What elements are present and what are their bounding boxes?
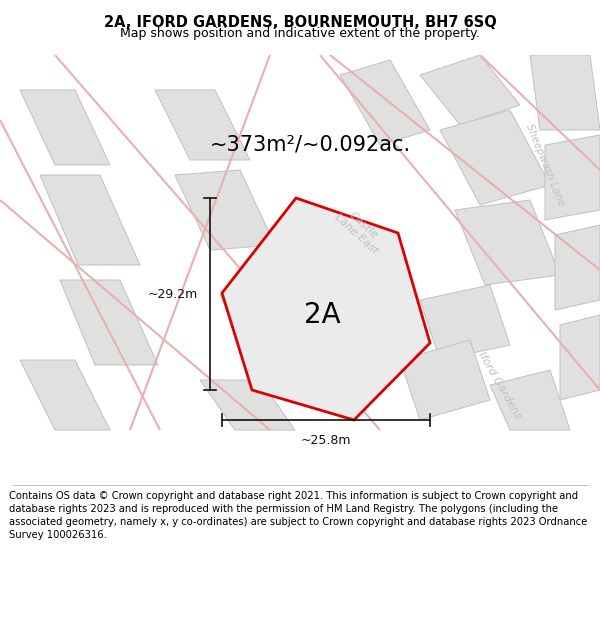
- Polygon shape: [530, 55, 600, 130]
- Text: ~25.8m: ~25.8m: [301, 434, 351, 447]
- Text: Map shows position and indicative extent of the property.: Map shows position and indicative extent…: [120, 27, 480, 39]
- Text: Contains OS data © Crown copyright and database right 2021. This information is : Contains OS data © Crown copyright and d…: [9, 491, 587, 540]
- Polygon shape: [340, 60, 430, 145]
- Polygon shape: [555, 225, 600, 310]
- Polygon shape: [175, 170, 275, 250]
- Text: 2A: 2A: [304, 301, 340, 329]
- Polygon shape: [440, 110, 550, 205]
- Text: ~373m²/~0.092ac.: ~373m²/~0.092ac.: [209, 135, 410, 155]
- Text: 2A, IFORD GARDENS, BOURNEMOUTH, BH7 6SQ: 2A, IFORD GARDENS, BOURNEMOUTH, BH7 6SQ: [104, 16, 496, 31]
- Polygon shape: [222, 198, 430, 420]
- Polygon shape: [200, 380, 295, 430]
- Polygon shape: [420, 55, 520, 125]
- Text: Iford Gardens: Iford Gardens: [476, 349, 523, 421]
- Polygon shape: [455, 200, 560, 285]
- Text: Sheepwash Lane: Sheepwash Lane: [524, 122, 566, 208]
- Text: ~29.2m: ~29.2m: [148, 288, 198, 301]
- Polygon shape: [490, 370, 570, 430]
- Polygon shape: [155, 90, 250, 160]
- Polygon shape: [420, 285, 510, 360]
- Text: Castle
Lane East: Castle Lane East: [332, 204, 388, 256]
- Polygon shape: [20, 90, 110, 165]
- Polygon shape: [560, 315, 600, 400]
- Polygon shape: [40, 175, 140, 265]
- Polygon shape: [400, 340, 490, 420]
- Polygon shape: [545, 135, 600, 220]
- Polygon shape: [60, 280, 158, 365]
- Polygon shape: [220, 280, 315, 370]
- Polygon shape: [20, 360, 110, 430]
